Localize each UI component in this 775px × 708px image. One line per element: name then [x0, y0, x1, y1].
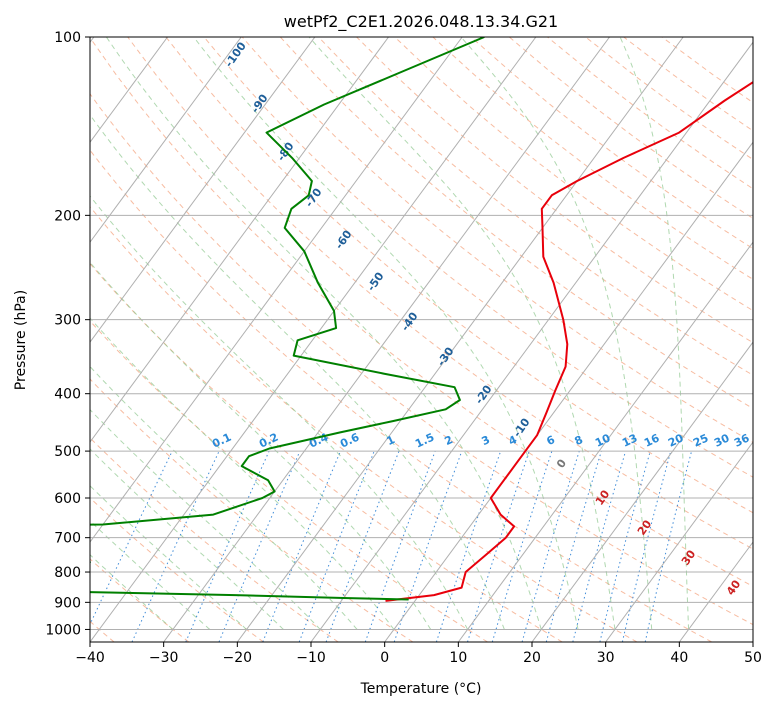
y-tick-label: 500 — [54, 444, 81, 460]
y-axis: 100 200 300 400 500 600 700 800 900 1000 — [45, 30, 90, 638]
y-axis-label: Pressure (hPa) — [13, 290, 29, 390]
dry-adiabat-line — [90, 205, 638, 642]
grid — [90, 37, 753, 642]
mixing-ratio-line — [435, 450, 502, 642]
moist-adiabat-line — [90, 195, 469, 630]
mixing-ratio-line — [325, 450, 400, 642]
mixing-ratio-label: 16 — [642, 431, 662, 449]
mixing-ratio-line — [521, 450, 580, 642]
moist-adiabat-line — [90, 114, 505, 630]
x-axis: −40 −30 −20 −10 0 10 20 30 40 50 — [75, 642, 762, 666]
mixing-ratio-label: 10 — [593, 431, 613, 449]
chart-title: wetPf2_C2E1.2026.048.13.34.G21 — [284, 12, 558, 32]
x-tick-label: 10 — [449, 650, 467, 666]
dry-adiabat-line — [356, 37, 753, 344]
y-tick-label: 700 — [54, 531, 81, 547]
temperature-profile-line — [385, 81, 753, 602]
moist-adiabat-line — [90, 261, 432, 630]
dry-adiabat-line — [90, 149, 712, 642]
dry-adiabat-line — [90, 558, 190, 642]
plot-background — [90, 37, 753, 642]
y-tick-label: 200 — [54, 208, 81, 224]
dry-adiabat-line — [90, 378, 414, 642]
x-axis-label: Temperature (°C) — [360, 681, 482, 697]
dewpoint-profile-line — [90, 37, 485, 601]
isotherm-gridline — [310, 41, 753, 642]
mixing-ratio-line — [545, 450, 602, 642]
isotherm-gridline — [531, 341, 753, 642]
y-tick-label: 1000 — [45, 622, 81, 638]
isotherm-gridline — [457, 241, 753, 642]
isotherm-gridline — [90, 37, 316, 343]
moist-adiabat-line — [90, 448, 284, 630]
isotherm-gridline — [90, 37, 389, 443]
moist-adiabat-line — [193, 37, 579, 630]
background-lines — [90, 37, 753, 642]
y-tick-label: 800 — [54, 565, 81, 581]
dry-adiabat-line — [90, 262, 563, 642]
x-tick-label: −30 — [149, 650, 179, 666]
moist-adiabat-line — [90, 365, 358, 630]
dry-adiabat-line — [90, 92, 753, 626]
mixing-ratio-label: 36 — [732, 431, 752, 449]
dry-adiabat-line — [318, 37, 753, 376]
isotherm-gridline — [90, 37, 463, 543]
mixing-ratio-line — [90, 450, 173, 626]
mixing-ratio-line — [298, 450, 375, 642]
x-tick-label: 50 — [744, 650, 762, 666]
moist-adiabat-line — [90, 317, 395, 630]
mixing-ratio-line — [572, 450, 627, 642]
isotherm-gridline — [605, 441, 753, 642]
y-tick-label: 400 — [54, 387, 81, 403]
x-tick-label: 20 — [523, 650, 541, 666]
mixing-ratio-label: 20 — [666, 431, 686, 449]
y-tick-label: 600 — [54, 491, 81, 507]
isotherm-gridline — [163, 37, 610, 642]
dry-adiabat-line — [165, 37, 753, 514]
moist-adiabat-line — [308, 37, 616, 630]
isotherm-gridline — [90, 37, 242, 244]
x-tick-label: −10 — [296, 650, 326, 666]
moist-adiabat-line — [619, 37, 690, 630]
x-tick-label: 30 — [597, 650, 615, 666]
y-tick-label: 300 — [54, 313, 81, 329]
mixing-ratio-line — [467, 450, 530, 642]
x-tick-label: 0 — [380, 650, 389, 666]
dry-adiabat-line — [90, 37, 753, 587]
mixing-ratio-label: 30 — [712, 431, 732, 449]
y-tick-label: 900 — [54, 595, 81, 611]
x-tick-label: −20 — [223, 650, 253, 666]
moist-adiabat-line — [460, 37, 653, 630]
x-tick-label: −40 — [75, 650, 105, 666]
isotherm-gridline — [90, 37, 537, 642]
mixing-ratio-label: 25 — [691, 431, 710, 449]
isotherm-gridline — [752, 641, 753, 642]
dry-adiabat-line — [241, 37, 753, 443]
isotherm-gridline — [236, 37, 684, 642]
plot-frame — [89, 36, 754, 643]
profile-lines — [90, 37, 753, 602]
mixing-ratio-label: 13 — [620, 431, 639, 449]
moist-adiabat-line — [105, 37, 542, 630]
isotherm-gridline — [90, 37, 168, 144]
x-tick-label: 40 — [670, 650, 688, 666]
y-tick-label: 100 — [54, 30, 81, 46]
isotherm-gridline — [384, 141, 753, 642]
